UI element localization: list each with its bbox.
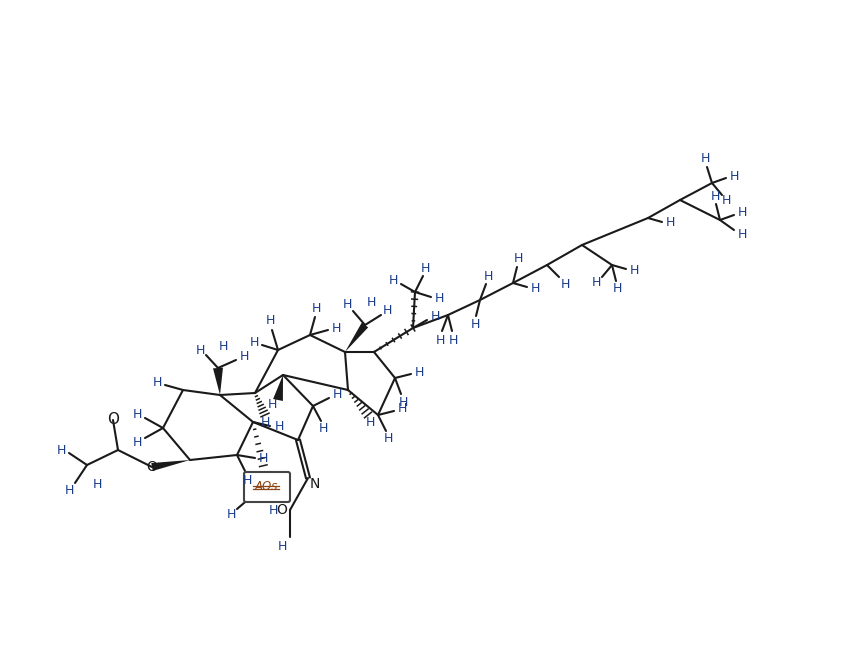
Text: H: H (64, 484, 74, 496)
Text: H: H (196, 343, 205, 357)
Text: H: H (332, 389, 341, 401)
Text: H: H (383, 304, 392, 318)
Text: H: H (277, 540, 287, 552)
Text: H: H (384, 432, 393, 445)
Text: H: H (431, 310, 439, 322)
Text: N: N (310, 477, 320, 491)
Text: H: H (398, 395, 408, 409)
Text: H: H (435, 333, 444, 347)
Text: H: H (530, 281, 540, 295)
Text: H: H (737, 206, 746, 219)
Text: H: H (311, 302, 321, 314)
Text: H: H (132, 436, 142, 449)
Text: H: H (242, 474, 251, 486)
Text: H: H (227, 507, 236, 521)
Text: H: H (93, 478, 102, 492)
Text: H: H (729, 169, 739, 183)
Text: H: H (420, 262, 430, 275)
Text: H: H (153, 376, 161, 389)
FancyBboxPatch shape (244, 472, 290, 502)
Text: H: H (389, 273, 398, 287)
Text: H: H (414, 366, 424, 378)
Text: H: H (268, 399, 276, 411)
Text: H: H (275, 420, 284, 434)
Text: H: H (613, 283, 622, 295)
Text: H: H (629, 264, 638, 277)
Text: H: H (342, 299, 352, 312)
Text: H: H (710, 190, 720, 202)
Text: O: O (276, 503, 287, 517)
Text: O: O (107, 413, 119, 428)
Text: H: H (591, 277, 601, 289)
Text: H: H (366, 416, 375, 428)
Text: H: H (700, 152, 710, 165)
Polygon shape (273, 375, 283, 401)
Text: H: H (132, 407, 142, 420)
Text: H: H (250, 337, 259, 349)
Polygon shape (151, 460, 190, 471)
Text: H: H (239, 351, 249, 364)
Text: H: H (737, 227, 746, 241)
Polygon shape (345, 323, 368, 352)
Text: H: H (331, 322, 341, 335)
Text: H: H (265, 314, 275, 328)
Text: H: H (258, 453, 268, 465)
Text: H: H (218, 339, 227, 353)
Text: H: H (560, 279, 570, 291)
Text: H: H (318, 422, 328, 436)
Polygon shape (213, 368, 223, 395)
Text: H: H (483, 270, 492, 283)
Text: O: O (147, 460, 157, 474)
Text: H: H (57, 444, 66, 457)
Text: H: H (269, 503, 278, 517)
Text: H: H (366, 297, 376, 310)
Text: H: H (665, 217, 674, 229)
Text: H: H (260, 416, 269, 428)
Text: AOs: AOs (254, 480, 278, 494)
Text: H: H (722, 194, 731, 208)
Text: H: H (449, 333, 457, 347)
Text: H: H (513, 252, 523, 266)
Text: H: H (397, 403, 407, 416)
Text: H: H (434, 293, 444, 306)
Text: H: H (470, 318, 480, 331)
